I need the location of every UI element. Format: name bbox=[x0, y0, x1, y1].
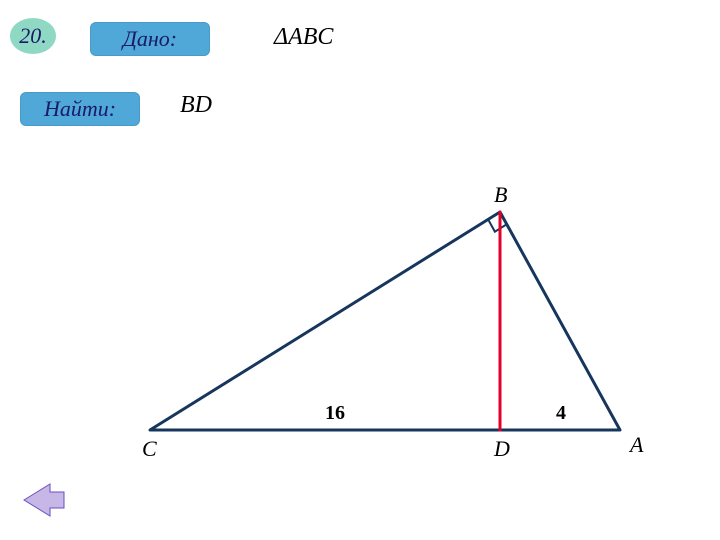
vertex-label-a: A bbox=[630, 432, 643, 458]
vertex-label-d: D bbox=[494, 436, 510, 462]
segment-label-da: 4 bbox=[556, 402, 566, 425]
triangle-diagram bbox=[0, 0, 720, 540]
vertex-label-b: B bbox=[494, 182, 507, 208]
vertex-label-c: C bbox=[142, 436, 157, 462]
segment-label-cd: 16 bbox=[325, 402, 345, 425]
triangle-abc bbox=[150, 212, 620, 430]
